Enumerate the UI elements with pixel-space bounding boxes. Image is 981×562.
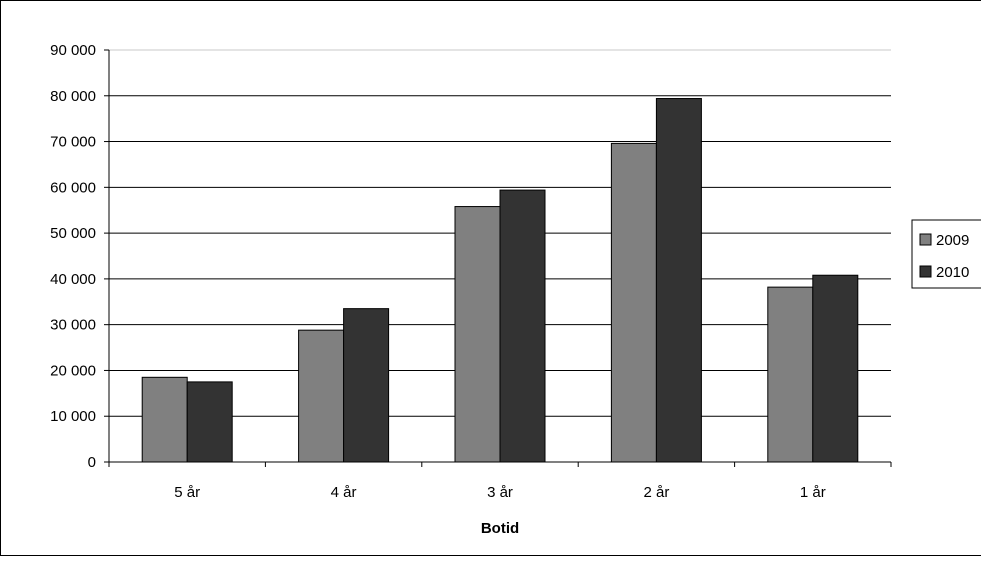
legend-swatch-2009 (919, 233, 932, 246)
x-tick-label: 5 år (174, 484, 200, 501)
legend: 2009 2010 (911, 219, 981, 289)
y-tick-label: 60 000 (50, 179, 96, 196)
y-tick-label: 0 (88, 454, 96, 471)
bar-2010-3 (655, 98, 702, 463)
x-tick-label: 2 år (643, 484, 669, 501)
bar-2010-4 (812, 274, 859, 463)
x-tick-label: 1 år (800, 484, 826, 501)
tick-labels: 0 10 000 20 000 30 000 40 000 50 000 60 000 70 … (50, 42, 826, 501)
bar-2009-0 (141, 376, 188, 463)
y-tick-label: 90 000 (50, 42, 96, 59)
x-axis-title: Botid (481, 520, 519, 537)
bar-2009-3 (610, 142, 657, 463)
x-tick-label: 4 år (331, 484, 357, 501)
bar-2010-0 (186, 381, 233, 463)
legend-label-2010: 2010 (936, 264, 969, 281)
legend-swatch-2010 (919, 265, 932, 278)
bar-2009-1 (298, 329, 345, 463)
bars (141, 98, 859, 463)
y-tick-label: 40 000 (50, 271, 96, 288)
y-tick-label: 10 000 (50, 408, 96, 425)
bar-2010-2 (499, 189, 546, 463)
bar-2009-4 (767, 286, 814, 463)
x-tick-label: 3 år (487, 484, 513, 501)
bar-2009-2 (454, 206, 501, 463)
legend-label-2009: 2009 (936, 232, 969, 249)
y-tick-label: 50 000 (50, 225, 96, 242)
y-tick-label: 30 000 (50, 317, 96, 334)
y-tick-label: 70 000 (50, 134, 96, 151)
y-tick-label: 80 000 (50, 88, 96, 105)
bar-2010-1 (343, 308, 390, 463)
y-tick-label: 20 000 (50, 362, 96, 379)
